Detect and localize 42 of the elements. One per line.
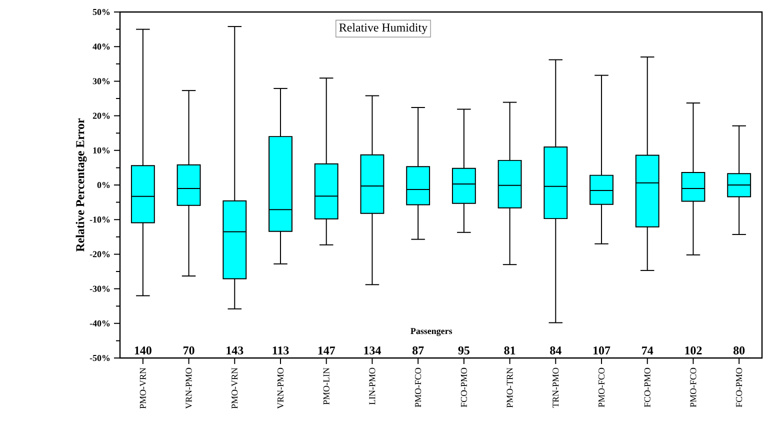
annotation: 102 (685, 346, 702, 354)
annotation: 113 (272, 346, 289, 354)
x-tick-label: PMO-TRN (506, 368, 513, 408)
annotation: 147 (318, 346, 336, 354)
x-tick-label: FCO-PMO (644, 368, 650, 408)
x-tick-label: PMO-LIN (323, 368, 330, 405)
x-tick-label: TRN-PMO (552, 368, 559, 408)
x-tick-label: VRN-PMO (277, 368, 284, 409)
y-tick-label: 20% (92, 112, 110, 119)
y-tick-label: -30% (90, 286, 110, 292)
annotation: 95 (458, 346, 470, 354)
annotation: 107 (593, 346, 610, 354)
y-tick-label: 40% (92, 44, 110, 50)
annotation: 70 (183, 346, 194, 354)
y-tick-label: 0% (97, 182, 110, 188)
y-tick-label: -50% (90, 354, 110, 362)
y-tick-label: -20% (90, 251, 110, 258)
annotation: 80 (733, 346, 745, 354)
annotation: 140 (134, 346, 152, 354)
annotation: 134 (364, 346, 381, 354)
x-tick-label: LIN-PMO (369, 368, 376, 405)
y-axis-title: Relative Percentage Error (76, 118, 87, 252)
y-tick-label: 10% (93, 147, 110, 154)
y-tick-label: 30% (92, 78, 110, 84)
annotation: Passengers (410, 328, 452, 336)
x-tick-label: PMO-FCO (598, 368, 605, 408)
x-tick-label: PMO-FCO (690, 368, 696, 408)
x-tick-label: FCO-PMO (736, 368, 742, 408)
annotation: 143 (226, 346, 244, 354)
y-tick-label: -10% (90, 216, 110, 223)
annotation: 87 (412, 346, 424, 354)
annotation: 81 (504, 346, 516, 354)
annotation: 74 (642, 346, 654, 354)
x-tick-label: VRN-PMO (186, 368, 192, 409)
x-tick-label: FCO-PMO (460, 368, 467, 408)
x-tick-label: PMO-FCO (415, 368, 422, 408)
x-tick-label: PMO-VRN (140, 368, 146, 409)
text: Relative Humidity (339, 23, 428, 34)
annotation: 84 (550, 346, 562, 354)
y-tick-label: -40% (90, 320, 110, 326)
x-tick-label: PMO-VRN (232, 368, 238, 409)
y-tick-label: 50% (92, 8, 110, 16)
